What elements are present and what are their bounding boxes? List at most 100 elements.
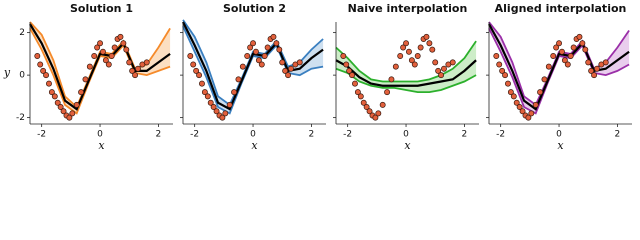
x-axis-label: x bbox=[404, 139, 411, 152]
data-point bbox=[244, 53, 251, 59]
data-point bbox=[66, 114, 73, 121]
data-point bbox=[239, 63, 246, 70]
data-point bbox=[190, 61, 197, 68]
data-point bbox=[360, 99, 367, 106]
data-point bbox=[541, 76, 548, 83]
data-point bbox=[82, 76, 89, 83]
x-tick-label: -2 bbox=[343, 130, 352, 140]
data-point bbox=[379, 101, 386, 108]
band bbox=[30, 22, 171, 114]
x-tick-label: 0 bbox=[556, 130, 562, 140]
data-point bbox=[102, 57, 109, 64]
data-point bbox=[585, 59, 592, 66]
data-point bbox=[132, 72, 139, 79]
data-point bbox=[502, 72, 509, 79]
y-tick-label: -2 bbox=[16, 113, 25, 123]
x-tick-label: 0 bbox=[97, 130, 103, 140]
data-point bbox=[449, 59, 456, 66]
x-tick-label: -2 bbox=[37, 130, 46, 140]
data-point bbox=[213, 108, 220, 115]
data-point bbox=[94, 44, 101, 51]
data-point bbox=[372, 114, 379, 121]
data-point bbox=[37, 61, 44, 68]
data-point bbox=[417, 44, 424, 51]
data-point bbox=[235, 76, 242, 83]
data-point bbox=[199, 80, 205, 87]
data-point bbox=[276, 46, 283, 53]
data-point bbox=[57, 104, 64, 110]
data-point bbox=[579, 40, 586, 47]
data-point bbox=[403, 40, 409, 47]
data-point bbox=[435, 67, 442, 74]
data-point bbox=[525, 114, 532, 121]
data-point bbox=[384, 89, 391, 96]
data-point bbox=[231, 89, 238, 96]
data-point bbox=[493, 53, 500, 59]
x-tick-label: 2 bbox=[615, 130, 621, 140]
data-point bbox=[507, 89, 514, 96]
data-point bbox=[516, 104, 523, 110]
data-point bbox=[545, 63, 552, 70]
data-point bbox=[46, 80, 52, 87]
data-point bbox=[48, 89, 55, 96]
x-tick-label: 0 bbox=[403, 130, 409, 140]
data-point bbox=[105, 61, 112, 68]
data-point bbox=[354, 89, 361, 96]
data-point bbox=[97, 40, 103, 47]
x-tick-label: -2 bbox=[496, 130, 505, 140]
data-point bbox=[537, 89, 544, 96]
data-point bbox=[432, 59, 439, 66]
data-point bbox=[388, 76, 395, 83]
data-point bbox=[591, 72, 598, 79]
data-point bbox=[120, 40, 127, 47]
line bbox=[335, 40, 477, 83]
data-point bbox=[519, 108, 526, 115]
data-point bbox=[288, 65, 294, 72]
data-point bbox=[423, 33, 430, 40]
line bbox=[29, 23, 171, 111]
data-point bbox=[43, 72, 50, 79]
line bbox=[182, 21, 324, 111]
x-axis-label: x bbox=[251, 139, 258, 152]
data-point bbox=[117, 33, 124, 40]
data-point bbox=[264, 44, 271, 51]
data-point bbox=[602, 59, 609, 66]
panel-title: Solution 2 bbox=[223, 2, 286, 15]
data-point bbox=[100, 48, 106, 55]
data-point bbox=[346, 67, 353, 74]
data-point bbox=[408, 57, 415, 64]
data-point bbox=[40, 67, 47, 74]
data-point bbox=[78, 89, 85, 96]
data-point bbox=[556, 40, 562, 47]
data-point bbox=[528, 110, 535, 117]
data-point bbox=[594, 65, 600, 72]
data-point bbox=[91, 53, 98, 59]
data-point bbox=[261, 53, 268, 59]
x-tick-label: 0 bbox=[250, 130, 256, 140]
data-point bbox=[343, 61, 350, 68]
data-point bbox=[187, 53, 194, 59]
data-point bbox=[366, 108, 373, 115]
data-point bbox=[250, 40, 256, 47]
data-point bbox=[567, 53, 574, 59]
line bbox=[335, 59, 477, 87]
data-point bbox=[349, 72, 356, 79]
data-point bbox=[532, 101, 539, 108]
data-point bbox=[253, 48, 259, 55]
data-point bbox=[340, 53, 347, 59]
data-point bbox=[201, 89, 208, 96]
y-axis-label: y bbox=[3, 66, 11, 79]
data-point bbox=[496, 61, 503, 68]
data-point bbox=[196, 72, 203, 79]
data-point bbox=[193, 67, 200, 74]
data-point bbox=[210, 104, 217, 110]
data-point bbox=[226, 101, 233, 108]
figure: Solution 1 -2 0 2 -2 0 2 x y Solution 2 -2 0 2 x Naive… bbox=[3, 2, 632, 152]
data-point bbox=[570, 44, 577, 51]
data-point bbox=[406, 48, 412, 55]
data-point bbox=[222, 110, 229, 117]
band bbox=[489, 22, 630, 114]
data-point bbox=[111, 44, 118, 51]
data-point bbox=[441, 65, 447, 72]
data-point bbox=[588, 67, 595, 74]
